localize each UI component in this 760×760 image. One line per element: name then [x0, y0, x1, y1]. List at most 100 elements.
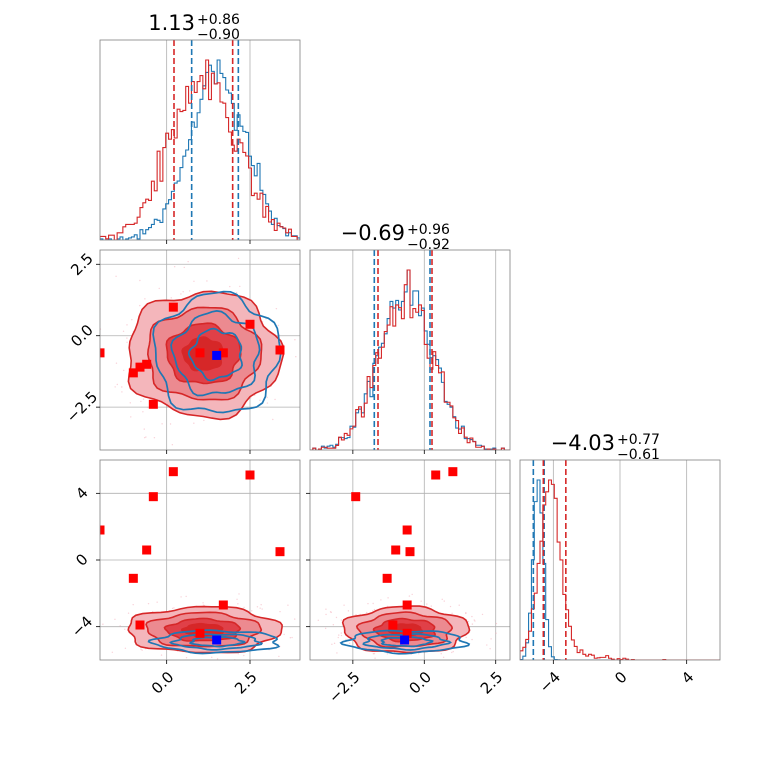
sample-point — [279, 610, 281, 613]
sample-point — [372, 653, 375, 655]
hist-panel-1: −0.69 +0.96−0.92 — [309, 221, 511, 454]
sample-point — [132, 603, 134, 606]
sample-point — [180, 293, 182, 295]
sample-point — [144, 298, 146, 300]
sample-point — [452, 650, 454, 653]
sample-point — [473, 619, 475, 621]
sample-point — [169, 423, 172, 425]
sample-point — [142, 398, 145, 400]
red-marker-2-0-7 — [135, 620, 145, 630]
sample-point — [121, 391, 123, 393]
y-tick-label-1-2: 2.5 — [67, 249, 97, 279]
sample-point — [295, 355, 297, 358]
sample-point — [474, 620, 476, 622]
sample-point — [202, 604, 205, 606]
blue-contour-2-1-2 — [380, 635, 434, 648]
sample-point — [266, 402, 269, 404]
sample-point — [321, 639, 322, 640]
sample-point — [420, 600, 422, 602]
sample-point — [366, 611, 368, 614]
sample-point — [185, 237, 186, 238]
sample-point — [332, 624, 335, 626]
sample-point — [289, 637, 292, 639]
sample-point — [418, 653, 420, 655]
sample-point — [308, 645, 309, 646]
sample-point — [97, 620, 98, 621]
sample-point — [259, 607, 261, 609]
sample-point — [301, 623, 302, 624]
red-marker-2-1-9 — [402, 600, 412, 610]
y-tick-label-1-1: 0.0 — [67, 321, 97, 351]
sample-point — [94, 633, 95, 634]
panel-title-minus-1: −0.92 — [407, 237, 450, 253]
red-marker-1-0-5 — [142, 359, 152, 369]
red-marker-2-1-2 — [431, 470, 441, 480]
red-marker-2-0-8 — [195, 628, 205, 638]
sample-point — [111, 651, 114, 654]
x-tick-label-1-2: 2.5 — [477, 668, 507, 698]
sample-point — [139, 304, 141, 307]
red-marker-1-0-2 — [245, 319, 255, 329]
blue-contour-2-1-0 — [339, 629, 471, 655]
sample-point — [121, 386, 123, 388]
sample-point — [143, 436, 146, 439]
sample-point — [256, 606, 259, 608]
sample-point — [160, 654, 163, 656]
hist-series-0-2 — [520, 479, 720, 660]
sample-point — [495, 669, 496, 670]
sample-point — [79, 385, 80, 386]
sample-point — [140, 648, 142, 651]
sample-point — [187, 260, 189, 263]
sample-point — [171, 443, 174, 446]
red-marker-1-0-4 — [148, 399, 158, 409]
sample-point — [229, 464, 230, 465]
sample-point — [145, 436, 147, 438]
sample-point — [153, 437, 156, 439]
blue-marker-2-0 — [212, 635, 222, 645]
panel-title-plus-2: +0.77 — [617, 432, 660, 448]
sample-point — [467, 620, 470, 623]
sample-point — [408, 595, 411, 597]
red-marker-1-0-7 — [135, 362, 145, 372]
sample-point — [458, 604, 460, 606]
sample-point — [182, 291, 184, 293]
sample-point — [250, 397, 252, 399]
red-marker-2-0-1 — [168, 467, 178, 477]
sample-point — [390, 666, 391, 667]
sample-point — [126, 341, 128, 343]
sample-point — [283, 633, 285, 636]
sample-point — [314, 374, 315, 375]
sample-point — [308, 641, 309, 642]
red-marker-2-1-4 — [351, 492, 361, 502]
blue-contour-2-0-0 — [147, 629, 281, 655]
sample-point — [338, 634, 340, 636]
x-tick-label-0-0: 0.0 — [148, 668, 178, 698]
sample-point — [301, 635, 302, 636]
sample-point — [465, 612, 467, 614]
sample-point — [243, 654, 245, 657]
panel-title-minus-0: −0.90 — [197, 27, 240, 43]
sample-point — [237, 257, 240, 260]
panel-title-0: 1.13 — [148, 11, 195, 35]
sample-point — [116, 383, 119, 386]
red-marker-2-0-6 — [128, 573, 138, 583]
panel-title-2: −4.03 — [551, 431, 615, 455]
sample-point — [333, 642, 336, 645]
sample-point — [331, 643, 333, 645]
sample-point — [237, 653, 239, 655]
blue-marker-1-0 — [212, 350, 222, 360]
x-tick-label-1-0: −2.5 — [325, 668, 363, 706]
sample-point — [451, 651, 453, 654]
blue-contour-2-0-2 — [189, 636, 247, 648]
sample-point — [206, 280, 208, 282]
sample-point — [171, 607, 174, 610]
sample-point — [441, 598, 443, 601]
sample-point — [211, 656, 213, 659]
sample-point — [348, 642, 351, 644]
red-marker-1-0-9 — [218, 348, 228, 358]
sample-point — [139, 279, 141, 282]
sample-point — [340, 634, 343, 637]
sample-point — [230, 461, 231, 462]
sample-point — [115, 362, 118, 364]
